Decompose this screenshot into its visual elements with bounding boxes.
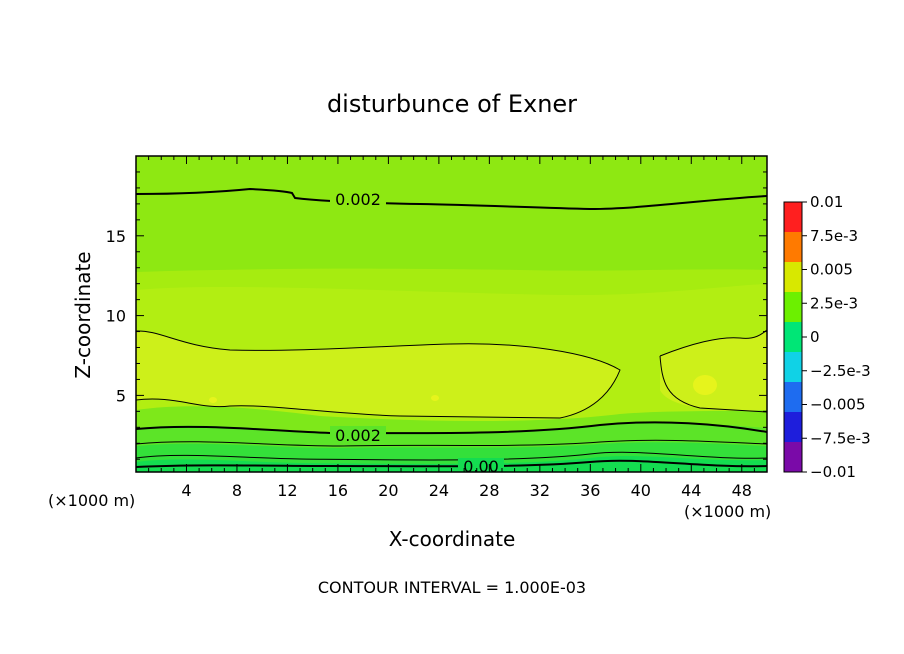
x-tick-label: 24 [429, 481, 449, 500]
colorbar-segment [784, 262, 802, 292]
y-tick-label: 15 [106, 227, 126, 246]
contour-line-core [136, 330, 621, 419]
colorbar-segment [784, 202, 802, 232]
chart-title: disturbunce of Exner [327, 90, 577, 118]
x-tick-label: 32 [530, 481, 550, 500]
contour-line-lower-bold [136, 421, 767, 435]
region-positive-right [660, 330, 767, 412]
region-peak-left [209, 397, 217, 403]
contour-interval-note: CONTOUR INTERVAL = 1.000E-03 [318, 578, 586, 597]
x-tick-label: 8 [232, 481, 242, 500]
contour-label-top: 0.002 [335, 190, 381, 209]
colorbar-label: 2.5e-3 [810, 294, 858, 312]
colorbar-label: −0.005 [810, 396, 866, 414]
y-tick-label: 5 [116, 386, 126, 405]
x-tick-label: 12 [277, 481, 297, 500]
colorbar-segment [784, 232, 802, 262]
x-tick-label: 36 [580, 481, 600, 500]
colorbar-segment [784, 322, 802, 352]
y-axis-label: Z-coordinate [71, 251, 95, 378]
colorbar-segment [784, 292, 802, 322]
colorbar-segment [784, 412, 802, 442]
contour-label-bottom: 0.00 [463, 457, 499, 476]
x-axis-label: X-coordinate [389, 527, 516, 551]
y-axis: 5 10 15 [106, 171, 767, 460]
contour-fill [136, 156, 767, 472]
x-tick-label: 40 [631, 481, 651, 500]
colorbar-label: −2.5e-3 [810, 362, 871, 380]
colorbar-label: 0.01 [810, 193, 843, 211]
colorbar-label: 0.005 [810, 261, 853, 279]
colorbar-segment [784, 442, 802, 472]
region-peak-center [431, 395, 439, 401]
colorbar-label: 0 [810, 328, 820, 346]
x-tick-label: 20 [378, 481, 398, 500]
colorbar-label: −0.01 [810, 463, 856, 481]
x-tick-label: 48 [732, 481, 752, 500]
colorbar-label: 7.5e-3 [810, 227, 858, 245]
region-positive-core [136, 330, 620, 418]
x-unit-right: (×1000 m) [684, 502, 771, 521]
x-unit-left: (×1000 m) [48, 491, 135, 510]
x-tick-label: 44 [681, 481, 701, 500]
contour-line-right [659, 329, 767, 413]
x-tick-label: 16 [328, 481, 348, 500]
x-axis: 4 8 12 16 20 24 28 32 36 40 44 48 [148, 156, 755, 500]
region-peak-right [693, 375, 717, 395]
x-tick-label: 28 [479, 481, 499, 500]
contour-line-upper [136, 187, 767, 211]
colorbar-segment [784, 382, 802, 412]
x-tick-label: 4 [181, 481, 191, 500]
contour-label-mid: 0.002 [335, 426, 381, 445]
colorbar-segment [784, 352, 802, 382]
y-tick-label: 10 [106, 307, 126, 326]
colorbar-label: −7.5e-3 [810, 429, 871, 447]
colorbar: 0.01 7.5e-3 0.005 2.5e-3 0 −2.5e-3 −0.005 −7.5e… [783, 193, 871, 481]
contour-line-lower-thin [136, 439, 767, 447]
